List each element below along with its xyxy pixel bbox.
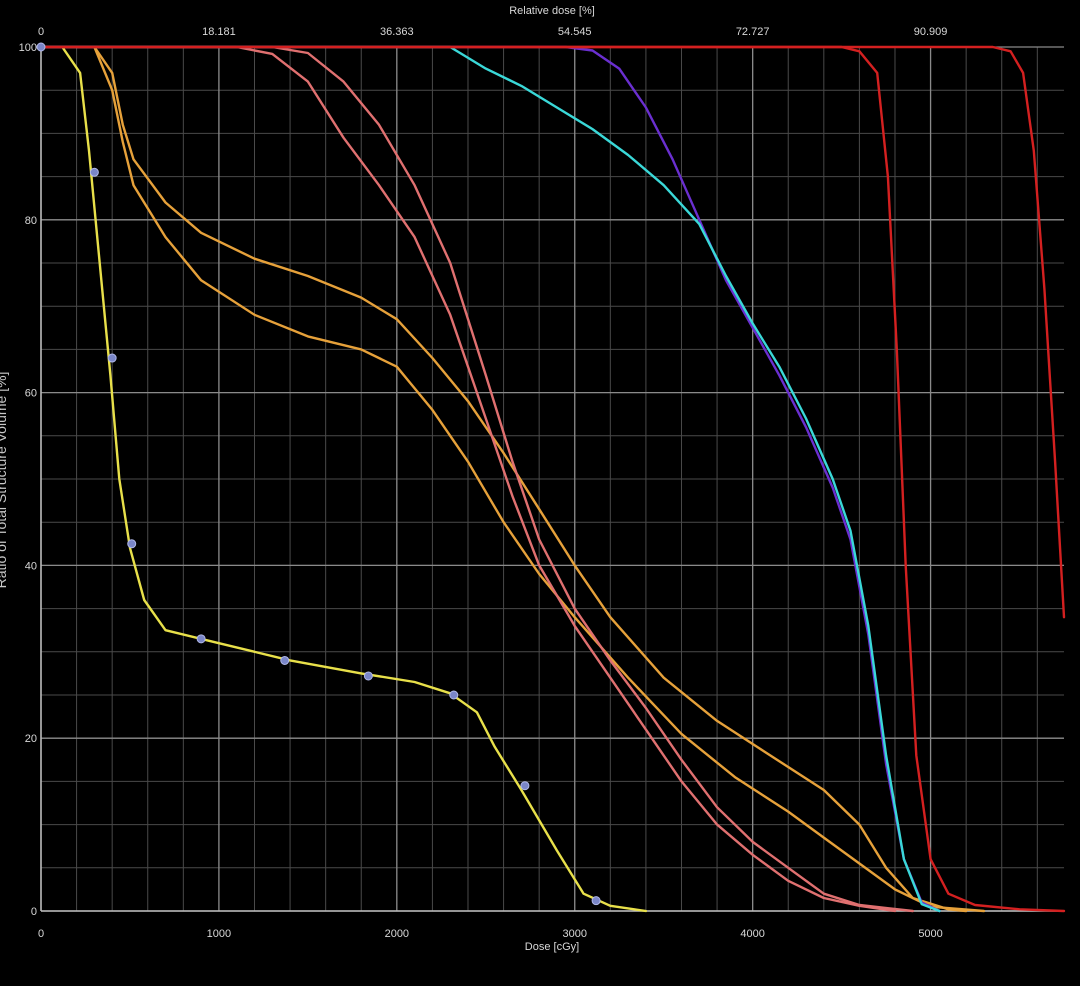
minor-gridlines <box>40 46 1064 912</box>
series-marker <box>36 42 46 52</box>
series-line-1 <box>39 45 648 913</box>
x-tick-label: 4000 <box>740 928 764 940</box>
series-line-4 <box>39 45 897 913</box>
series-marker <box>280 655 290 665</box>
x2-tick-label: 72.727 <box>736 26 770 38</box>
series-marker <box>591 896 601 906</box>
series-line-8 <box>39 45 1066 913</box>
x2-tick-label: 0 <box>38 26 44 38</box>
series-marker <box>196 634 206 644</box>
y-axis-title: Ratio of Total Structure Volume [%] <box>0 372 9 589</box>
x-tick-label: 5000 <box>918 928 942 940</box>
series-layer <box>39 45 1066 913</box>
series-line-6 <box>39 45 941 913</box>
series-line-3 <box>39 45 986 913</box>
markers-layer <box>36 42 601 906</box>
x2-tick-label: 18.181 <box>202 26 236 38</box>
y-tick-label: 80 <box>25 215 37 227</box>
series-marker <box>127 539 137 549</box>
series-marker <box>107 353 117 363</box>
x2-tick-label: 36.363 <box>380 26 414 38</box>
x-tick-label: 1000 <box>207 928 231 940</box>
x2-tick-label: 90.909 <box>914 26 948 38</box>
y-tick-label: 40 <box>25 560 37 572</box>
series-line-7 <box>39 45 941 913</box>
series-marker <box>363 671 373 681</box>
x-tick-label: 0 <box>38 928 44 940</box>
series-line-9 <box>39 45 1066 619</box>
x2-axis-title: Relative dose [%] <box>509 5 595 17</box>
series-line-5 <box>39 45 914 913</box>
x-tick-label: 3000 <box>562 928 586 940</box>
x2-tick-label: 54.545 <box>558 26 592 38</box>
series-marker <box>89 167 99 177</box>
series-marker <box>449 690 459 700</box>
y-tick-label: 0 <box>31 906 37 918</box>
y-tick-label: 100 <box>19 42 37 54</box>
y-tick-label: 20 <box>25 733 37 745</box>
series-line-2 <box>39 45 968 913</box>
series-marker <box>520 781 530 791</box>
y-tick-label: 60 <box>25 388 37 400</box>
x-axis-title: Dose [cGy] <box>525 941 579 953</box>
x-tick-label: 2000 <box>385 928 409 940</box>
